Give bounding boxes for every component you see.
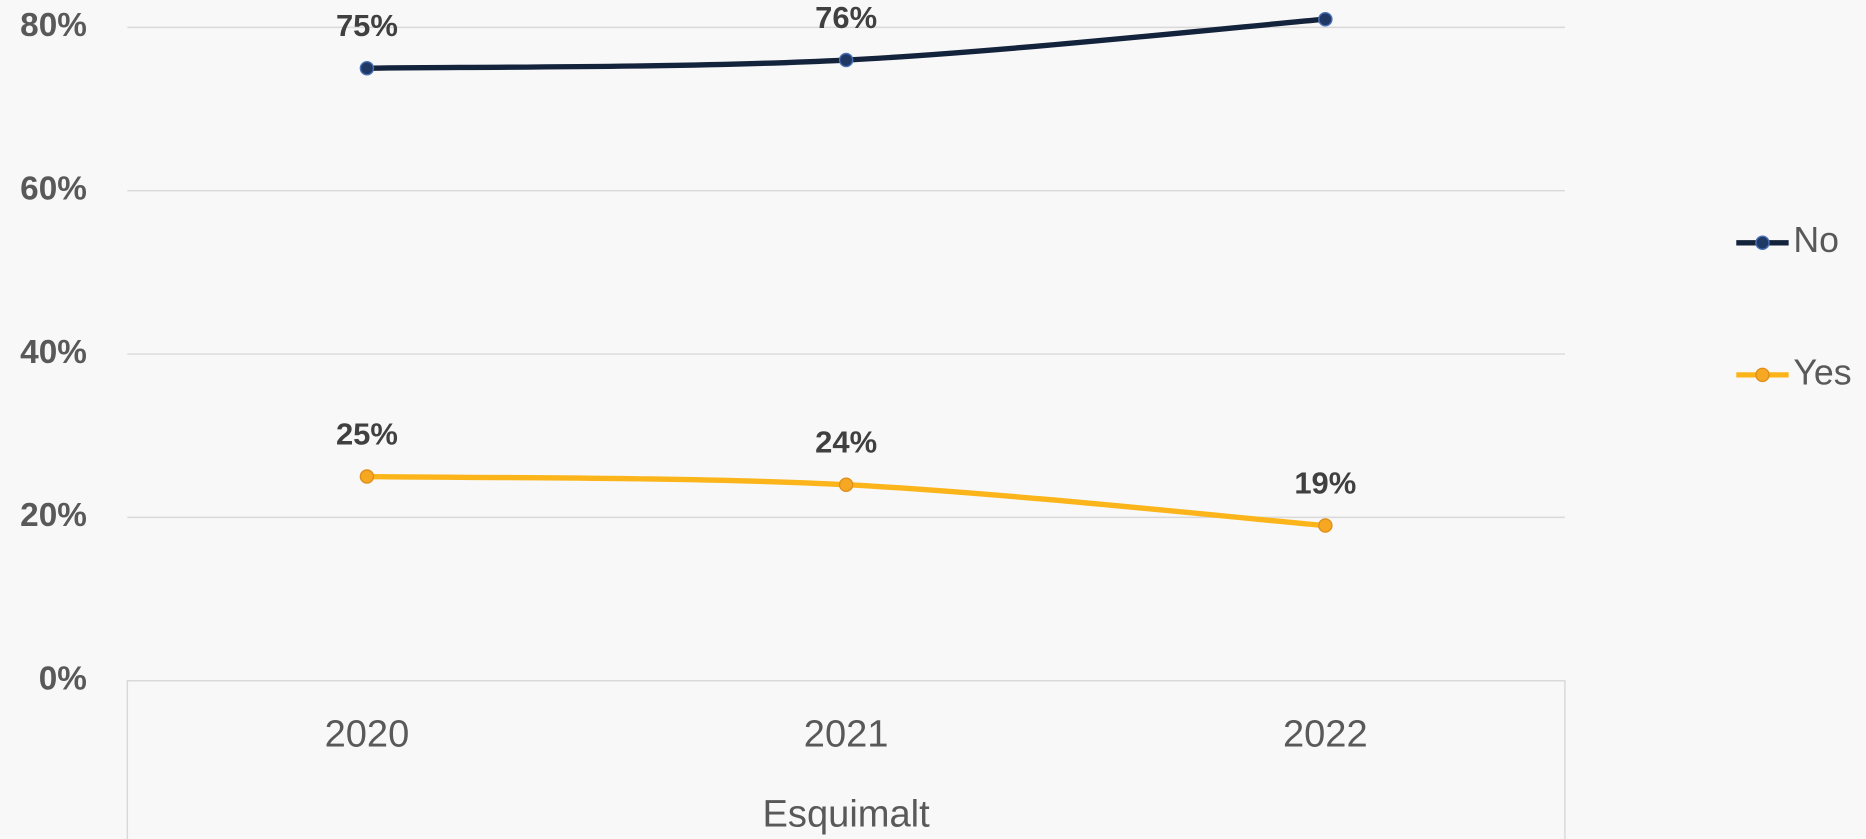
legend-label: Yes — [1793, 352, 1851, 392]
marker — [838, 477, 854, 492]
marker — [359, 469, 375, 484]
x-axis-title: Esquimalt — [763, 793, 931, 835]
y-tick-label: 20% — [20, 497, 87, 534]
data-label: 25% — [336, 416, 398, 451]
marker — [1318, 11, 1333, 27]
y-tick-label: 0% — [39, 661, 87, 698]
marker — [838, 52, 854, 68]
y-tick-label: 80% — [20, 7, 87, 44]
data-label: 76% — [815, 0, 877, 35]
x-tick-label: 2021 — [804, 714, 889, 756]
data-label: 24% — [815, 424, 877, 459]
marker — [359, 60, 375, 76]
marker — [1318, 518, 1333, 533]
legend-marker — [1755, 235, 1770, 251]
x-tick-label: 2020 — [325, 714, 410, 756]
data-label: 19% — [1294, 465, 1356, 500]
legend-marker — [1755, 367, 1770, 383]
y-tick-label: 60% — [20, 171, 87, 208]
legend-label: No — [1793, 220, 1839, 260]
x-tick-label: 2022 — [1283, 714, 1368, 756]
y-tick-label: 40% — [20, 334, 87, 371]
data-label: 75% — [336, 8, 398, 43]
